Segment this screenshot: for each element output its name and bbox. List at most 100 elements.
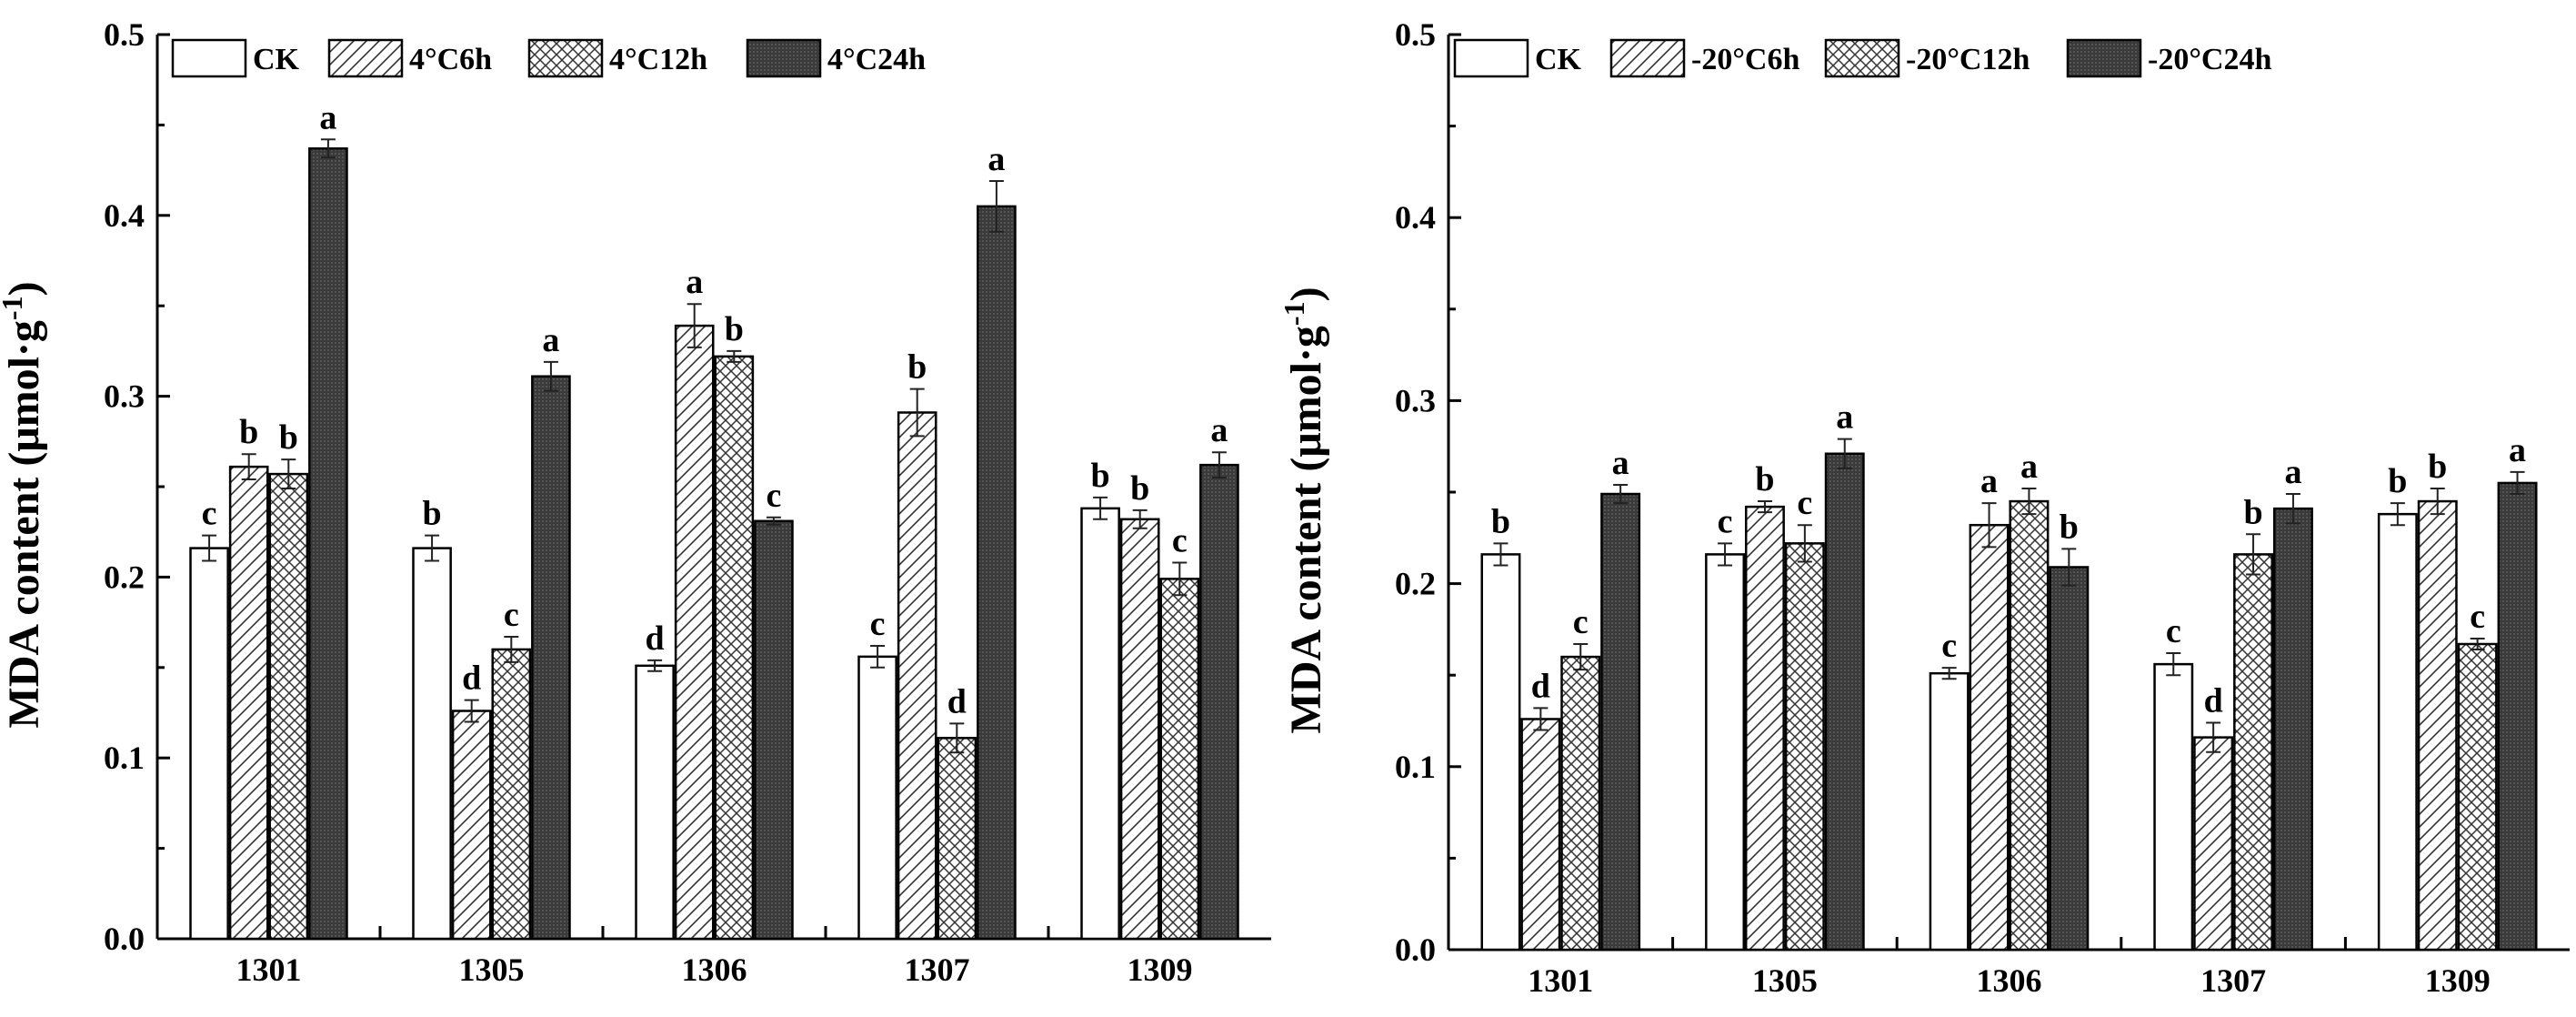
significance-letter: c: [2166, 612, 2181, 650]
significance-letter: b: [423, 495, 442, 533]
y-axis-title-main: MDA content (μmol·g: [0, 320, 48, 728]
significance-letter: b: [239, 413, 258, 451]
significance-letter: a: [1836, 398, 1853, 437]
bar: [635, 664, 675, 941]
bar: [2497, 481, 2538, 952]
bar: [2417, 499, 2458, 952]
legend-label: -20°C24h: [2148, 43, 2271, 76]
bar: [1560, 655, 1601, 952]
y-tick-label: 0.2: [104, 559, 145, 595]
legend-swatch: [327, 38, 404, 78]
right-chart-panel: 0.0 0.1 0.2 0.3 0.4 0.5 MDA content (μmol·g-1)…: [1278, 16, 2570, 999]
bar: [1199, 463, 1239, 941]
bar: [2272, 507, 2313, 952]
significance-letter: c: [1797, 484, 1812, 522]
bar: [1080, 507, 1120, 941]
significance-letter: a: [1980, 462, 1998, 500]
significance-letter: a: [1612, 444, 1629, 482]
x-category-label: 1301: [236, 952, 302, 988]
bar: [2457, 642, 2498, 952]
x-category-label: 1309: [2425, 962, 2491, 999]
y-tick-label: 0.0: [1395, 931, 1436, 968]
significance-letter: c: [1718, 502, 1733, 540]
left-chart-panel: 0.0 0.1 0.2 0.3 0.4 0.5 MDA content (μmol·g-1)…: [0, 16, 1271, 988]
bar: [1824, 452, 1865, 952]
x-category-label: 1305: [1752, 962, 1818, 999]
significance-letter: c: [202, 495, 217, 533]
legend-label: -20°C6h: [1691, 43, 1799, 76]
legend-label: 4°C24h: [827, 43, 926, 76]
significance-letter: c: [2470, 598, 2485, 636]
bar: [674, 324, 715, 941]
significance-letter: b: [1491, 502, 1510, 540]
x-category-label: 1306: [1977, 962, 2042, 999]
bar: [714, 355, 755, 941]
bar: [308, 146, 348, 941]
x-category-label: 1301: [1528, 962, 1593, 999]
significance-letter: d: [1531, 667, 1550, 705]
significance-letter: d: [646, 619, 665, 658]
bar: [1159, 578, 1200, 941]
y-tick-label: 0.5: [1395, 16, 1436, 53]
y-axis-title-superscript: -1: [1278, 301, 1310, 326]
significance-letter: b: [279, 418, 298, 457]
legend-label: 4°C12h: [609, 43, 707, 76]
significance-letter: b: [1130, 469, 1149, 508]
significance-letter: d: [947, 682, 967, 720]
bar: [1480, 553, 1521, 952]
x-category-label: 1305: [459, 952, 525, 988]
significance-letter: a: [542, 321, 559, 359]
legend-label: 4°C6h: [409, 43, 492, 76]
bar: [2153, 662, 2194, 952]
significance-letter: b: [1091, 457, 1110, 495]
y-axis-title: MDA content (μmol·g-1): [0, 281, 48, 728]
legend-swatch: [1824, 38, 1900, 78]
bar: [1705, 553, 1746, 952]
significance-letter: a: [2020, 448, 2038, 486]
significance-letter: b: [2243, 493, 2262, 531]
significance-letter: a: [987, 140, 1005, 178]
y-axis-title: MDA content (μmol·g-1): [1278, 287, 1330, 733]
bar: [1784, 542, 1825, 952]
significance-letter: c: [1172, 521, 1188, 559]
y-tick-label: 0.1: [1395, 749, 1436, 785]
significance-letter: c: [766, 477, 781, 515]
significance-letter: a: [1210, 411, 1228, 449]
y-tick-label: 0.4: [104, 197, 145, 234]
legend-swatch: [1609, 38, 1686, 78]
bar: [897, 411, 937, 941]
significance-letter: c: [504, 596, 519, 634]
significance-letter: b: [1755, 460, 1774, 498]
significance-letter: a: [2509, 431, 2526, 469]
significance-letter: b: [725, 310, 744, 348]
bar: [857, 655, 897, 941]
significance-letter: c: [870, 605, 886, 643]
bar: [754, 519, 794, 941]
legend-swatch: [1453, 38, 1529, 78]
bar: [1969, 523, 2010, 952]
y-axis-title-close: ): [0, 281, 48, 296]
legend-label: CK: [253, 43, 300, 76]
y-tick-label: 0.2: [1395, 566, 1436, 602]
significance-letter: b: [2388, 462, 2407, 500]
bar: [1600, 492, 1641, 952]
bar: [412, 547, 452, 941]
significance-letter: b: [2428, 448, 2447, 486]
bar: [2377, 512, 2418, 952]
bar: [1520, 718, 1561, 952]
legend-swatch: [527, 38, 604, 78]
x-category-label: 1307: [2200, 962, 2266, 999]
y-tick-label: 0.4: [1395, 199, 1436, 236]
bar: [1744, 505, 1785, 952]
bar: [1119, 518, 1160, 941]
x-category-label: 1306: [682, 952, 747, 988]
significance-letter: a: [2284, 453, 2301, 491]
significance-letter: b: [2060, 508, 2079, 546]
y-tick-label: 0.1: [104, 740, 145, 776]
bar: [1929, 671, 1970, 952]
bar: [491, 648, 532, 941]
legend-swatch: [2066, 38, 2142, 78]
bar: [2193, 736, 2234, 952]
